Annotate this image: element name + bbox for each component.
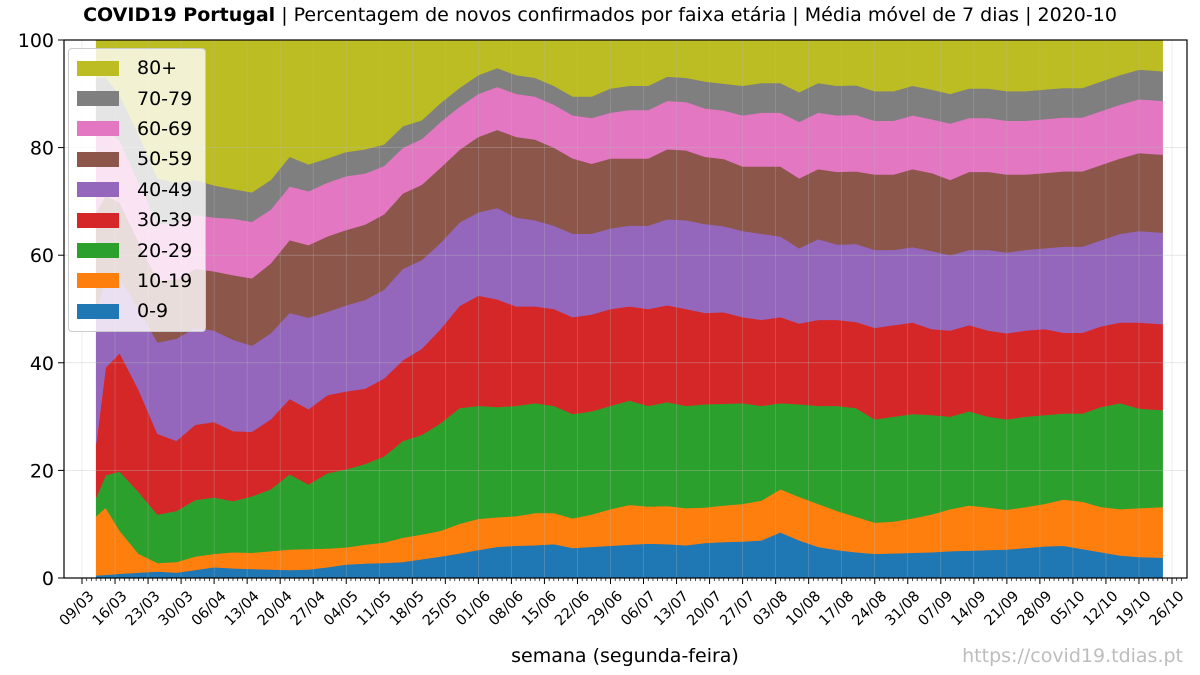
x-tick-label: 12/10 <box>1081 588 1122 629</box>
x-tick-label: 22/06 <box>552 588 593 629</box>
legend-label: 80+ <box>137 57 178 80</box>
legend-label: 60-69 <box>137 117 193 140</box>
x-tick-label: 07/09 <box>916 588 957 629</box>
legend-label: 70-79 <box>137 87 193 110</box>
legend-label: 10-19 <box>137 269 193 292</box>
x-tick-label: 31/08 <box>883 588 924 629</box>
chart-title-rest: | Percentagem de novos confirmados por f… <box>275 4 1117 26</box>
y-tick-label: 80 <box>30 138 54 160</box>
y-axis: 0 20 40 60 80 100 <box>18 30 64 590</box>
legend-item-80+: 80+ <box>77 53 205 83</box>
legend: 80+ 70-79 60-69 50-59 40-49 30-39 20-29 10-19 0-… <box>68 48 206 332</box>
legend-label: 30-39 <box>137 209 193 232</box>
legend-label: 0-9 <box>137 300 169 323</box>
x-tick-label: 23/03 <box>123 588 164 629</box>
x-tick-label: 21/09 <box>982 588 1023 629</box>
legend-swatch <box>77 212 119 228</box>
y-tick-label: 40 <box>30 353 54 375</box>
legend-item-20-29: 20-29 <box>77 235 205 265</box>
legend-swatch <box>77 121 119 137</box>
x-tick-label: 10/08 <box>783 588 824 629</box>
x-tick-label: 27/04 <box>288 588 329 629</box>
legend-item-10-19: 10-19 <box>77 266 205 296</box>
x-tick-label: 29/06 <box>585 588 626 629</box>
x-tick-label: 27/07 <box>717 588 758 629</box>
x-tick-label: 04/05 <box>321 588 362 629</box>
x-tick-label: 11/05 <box>354 588 395 629</box>
x-tick-label: 17/08 <box>816 588 857 629</box>
x-tick-label: 15/06 <box>519 588 560 629</box>
x-tick-label: 13/07 <box>651 588 692 629</box>
x-tick-label: 13/04 <box>222 588 263 629</box>
y-tick-label: 0 <box>42 568 54 590</box>
y-tick-label: 100 <box>18 30 54 52</box>
x-axis-label: semana (segunda-feira) <box>511 645 739 667</box>
y-tick-label: 20 <box>30 460 54 482</box>
x-tick-label: 09/03 <box>57 588 98 629</box>
legend-label: 40-49 <box>137 178 193 201</box>
legend-swatch <box>77 303 119 319</box>
x-tick-label: 16/03 <box>90 588 131 629</box>
legend-label: 50-59 <box>137 148 193 171</box>
legend-swatch <box>77 91 119 107</box>
x-tick-label: 14/09 <box>949 588 990 629</box>
x-tick-label: 06/04 <box>189 588 230 629</box>
x-tick-label: 18/05 <box>387 588 428 629</box>
watermark: https://covid19.tdias.pt <box>962 645 1183 667</box>
legend-item-60-69: 60-69 <box>77 114 205 144</box>
legend-item-30-39: 30-39 <box>77 205 205 235</box>
x-tick-label: 20/07 <box>684 588 725 629</box>
x-tick-label: 05/10 <box>1048 588 1089 629</box>
legend-swatch <box>77 243 119 259</box>
legend-item-70-79: 70-79 <box>77 83 205 113</box>
x-tick-label: 25/05 <box>420 588 461 629</box>
legend-swatch <box>77 273 119 289</box>
x-axis: 09/0316/0323/0330/0306/0413/0420/0427/04… <box>57 578 1188 629</box>
plot-frame <box>63 39 1188 579</box>
y-tick-label: 60 <box>30 245 54 267</box>
legend-label: 20-29 <box>137 239 193 262</box>
x-tick-label: 26/10 <box>1147 588 1188 629</box>
x-tick-label: 06/07 <box>618 588 659 629</box>
x-tick-label: 08/06 <box>486 588 527 629</box>
chart-title: COVID19 Portugal | Percentagem de novos … <box>0 4 1200 26</box>
legend-item-40-49: 40-49 <box>77 175 205 205</box>
legend-item-50-59: 50-59 <box>77 144 205 174</box>
legend-swatch <box>77 182 119 198</box>
legend-swatch <box>77 151 119 167</box>
x-tick-label: 19/10 <box>1114 588 1155 629</box>
x-tick-label: 24/08 <box>849 588 890 629</box>
x-tick-label: 28/09 <box>1015 588 1056 629</box>
x-tick-label: 30/03 <box>156 588 197 629</box>
chart-title-bold: COVID19 Portugal <box>83 4 276 26</box>
legend-swatch <box>77 60 119 76</box>
x-tick-label: 01/06 <box>453 588 494 629</box>
legend-item-0-9: 0-9 <box>77 296 205 326</box>
x-tick-label: 20/04 <box>255 588 296 629</box>
x-tick-label: 03/08 <box>750 588 791 629</box>
area-layers <box>95 39 1163 579</box>
